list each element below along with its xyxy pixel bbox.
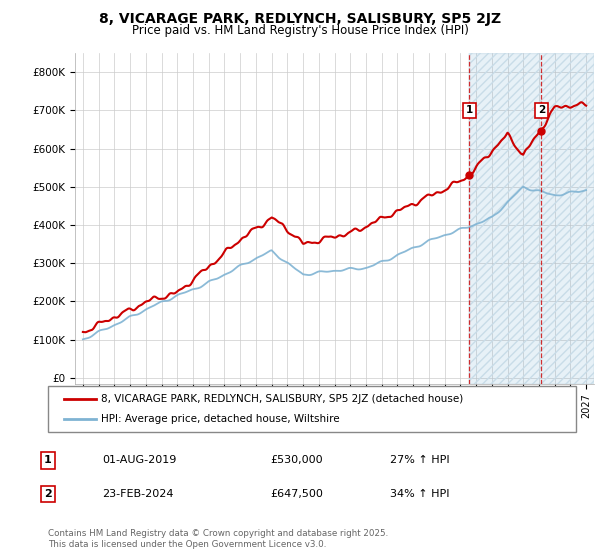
Text: £647,500: £647,500 — [270, 489, 323, 499]
Text: 1: 1 — [44, 455, 52, 465]
Text: 01-AUG-2019: 01-AUG-2019 — [102, 455, 176, 465]
Text: Price paid vs. HM Land Registry's House Price Index (HPI): Price paid vs. HM Land Registry's House … — [131, 24, 469, 36]
Text: 27% ↑ HPI: 27% ↑ HPI — [390, 455, 449, 465]
Text: 2: 2 — [44, 489, 52, 499]
FancyBboxPatch shape — [48, 386, 576, 432]
Text: Contains HM Land Registry data © Crown copyright and database right 2025.
This d: Contains HM Land Registry data © Crown c… — [48, 529, 388, 549]
Text: 8, VICARAGE PARK, REDLYNCH, SALISBURY, SP5 2JZ (detached house): 8, VICARAGE PARK, REDLYNCH, SALISBURY, S… — [101, 394, 463, 404]
Text: 1: 1 — [466, 105, 473, 115]
Text: 34% ↑ HPI: 34% ↑ HPI — [390, 489, 449, 499]
Bar — [469, 53, 594, 384]
Text: 8, VICARAGE PARK, REDLYNCH, SALISBURY, SP5 2JZ: 8, VICARAGE PARK, REDLYNCH, SALISBURY, S… — [99, 12, 501, 26]
Text: 23-FEB-2024: 23-FEB-2024 — [102, 489, 173, 499]
Bar — [469, 53, 594, 384]
Text: £530,000: £530,000 — [270, 455, 323, 465]
Text: HPI: Average price, detached house, Wiltshire: HPI: Average price, detached house, Wilt… — [101, 414, 340, 424]
Text: 2: 2 — [538, 105, 545, 115]
